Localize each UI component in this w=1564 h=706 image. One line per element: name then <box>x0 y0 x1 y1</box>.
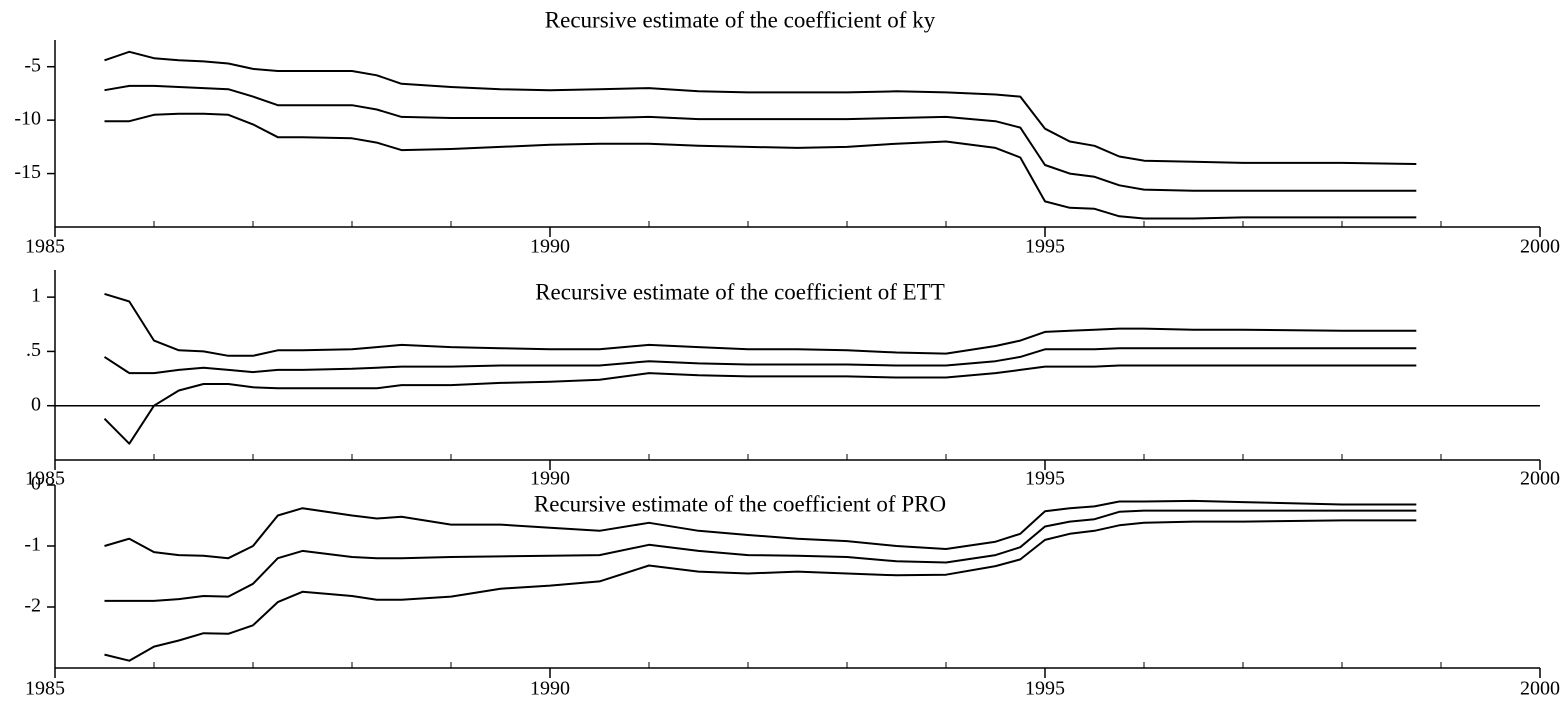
x-tick-label: 1995 <box>1025 236 1065 258</box>
chart-title: Recursive estimate of the coefficient of… <box>534 491 946 516</box>
x-tick-label: 2000 <box>1520 236 1560 258</box>
series-line <box>104 499 1417 560</box>
y-tick-label: -5 <box>24 54 41 76</box>
series-line <box>104 519 1417 662</box>
y-tick-label: 0 <box>31 393 41 415</box>
series-line <box>104 292 1417 357</box>
y-tick-label: -2 <box>24 595 41 617</box>
x-tick-label: 1990 <box>530 468 570 490</box>
series-line <box>104 84 1417 192</box>
chart-title: Recursive estimate of the coefficient of… <box>535 279 945 304</box>
x-tick-label: 1985 <box>25 468 65 490</box>
y-tick-label: 0 <box>31 473 41 495</box>
x-tick-label: 1985 <box>25 236 65 258</box>
y-tick-label: -15 <box>14 161 41 183</box>
x-tick-label: 2000 <box>1520 678 1560 700</box>
x-tick-label: 1995 <box>1025 678 1065 700</box>
series-line <box>103 364 1417 445</box>
series-line <box>103 347 1417 375</box>
y-tick-label: -1 <box>24 534 41 556</box>
x-tick-label: 1990 <box>530 678 570 700</box>
y-tick-label: 1 <box>31 285 41 307</box>
x-tick-label: 1985 <box>25 678 65 700</box>
y-tick-label: .5 <box>26 339 41 361</box>
y-tick-label: -10 <box>14 108 41 130</box>
series-line <box>104 50 1417 165</box>
chart-title: Recursive estimate of the coefficient of… <box>545 7 936 32</box>
series-line <box>104 112 1417 220</box>
series-line <box>104 509 1417 602</box>
x-tick-label: 1990 <box>530 236 570 258</box>
x-tick-label: 2000 <box>1520 468 1560 490</box>
x-tick-label: 1995 <box>1025 468 1065 490</box>
